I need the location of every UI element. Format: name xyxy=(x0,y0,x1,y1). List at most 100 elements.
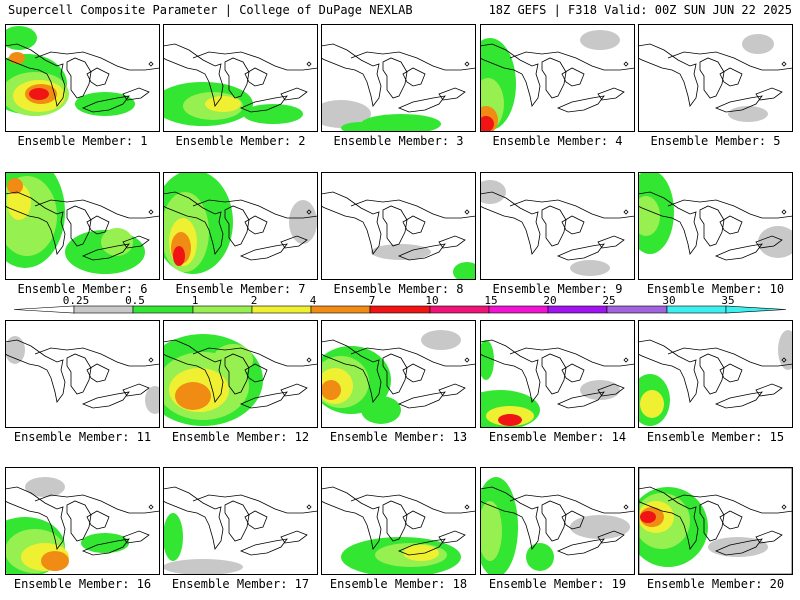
scp-contour-fill xyxy=(421,330,461,350)
colorbar-tick-label: 30 xyxy=(662,296,675,307)
scp-field xyxy=(371,244,476,280)
ensemble-member-label: Ensemble Member: 9 xyxy=(492,282,623,296)
map-plot xyxy=(321,24,476,132)
scp-contour-fill xyxy=(498,414,522,426)
panel-border xyxy=(163,320,318,428)
map-plot xyxy=(480,320,635,428)
scp-contour-fill xyxy=(7,178,23,194)
colorbar-tick-label: 20 xyxy=(543,296,556,307)
scp-field xyxy=(728,34,774,122)
panel-border xyxy=(163,24,318,132)
ensemble-member-label: Ensemble Member: 13 xyxy=(329,430,468,444)
scp-contour-fill xyxy=(742,34,774,54)
scp-contour-fill xyxy=(41,551,69,571)
map-plot xyxy=(638,24,793,132)
scp-contour-fill xyxy=(101,228,133,256)
panel-border xyxy=(480,172,635,280)
ensemble-member-map-3 xyxy=(321,24,476,132)
colorbar-low-end xyxy=(13,305,75,314)
scp-contour-fill xyxy=(205,96,241,112)
coastline xyxy=(321,339,476,409)
colorbar-segment xyxy=(606,305,668,314)
ensemble-member-map-16 xyxy=(5,467,160,575)
panel-border xyxy=(638,172,793,280)
scp-contour-fill xyxy=(25,477,65,497)
scp-field xyxy=(5,477,129,575)
map-plot xyxy=(321,320,476,428)
ensemble-member-label: Ensemble Member: 12 xyxy=(171,430,310,444)
coastline xyxy=(5,191,160,261)
ensemble-member-label: Ensemble Member: 2 xyxy=(175,134,306,148)
colorbar-segment xyxy=(547,305,608,314)
scp-contour-fill xyxy=(570,260,610,276)
scp-contour-fill xyxy=(145,386,160,414)
scp-contour-fill xyxy=(5,26,37,50)
map-plot xyxy=(5,320,160,428)
colorbar-tick-label: 10 xyxy=(425,296,438,307)
scp-contour-fill xyxy=(580,30,620,50)
coastline xyxy=(163,486,318,556)
scp-field xyxy=(163,82,303,126)
scp-contour-fill xyxy=(640,390,664,418)
colorbar-segment xyxy=(132,305,194,314)
coastline xyxy=(638,486,793,556)
scp-contour-fill xyxy=(570,515,630,539)
ensemble-member-map-7 xyxy=(163,172,318,280)
ensemble-member-label: Ensemble Member: 14 xyxy=(488,430,627,444)
colorbar-segment xyxy=(310,305,371,314)
scp-field xyxy=(480,30,620,132)
ensemble-member-map-8 xyxy=(321,172,476,280)
scp-contour-fill xyxy=(758,226,793,258)
ensemble-member-map-5 xyxy=(638,24,793,132)
panel-border xyxy=(321,24,476,132)
ensemble-member-map-9 xyxy=(480,172,635,280)
scp-field xyxy=(480,180,610,276)
ensemble-member-map-14 xyxy=(480,320,635,428)
ensemble-member-label: Ensemble Member: 8 xyxy=(333,282,464,296)
colorbar-segment xyxy=(251,305,312,314)
scp-field xyxy=(5,172,145,274)
coastline xyxy=(321,191,476,261)
ensemble-member-label: Ensemble Member: 3 xyxy=(333,134,464,148)
colorbar-tick-label: 4 xyxy=(310,296,317,307)
ensemble-member-label: Ensemble Member: 19 xyxy=(488,577,627,591)
scp-contour-fill xyxy=(341,122,381,132)
panel-border xyxy=(5,467,160,575)
panel-border xyxy=(480,467,635,575)
scp-contour-fill xyxy=(361,396,401,424)
scp-field xyxy=(480,477,630,575)
colorbar-segment xyxy=(666,305,727,314)
scp-contour-fill xyxy=(480,116,494,132)
ensemble-member-label: Ensemble Member: 20 xyxy=(646,577,785,591)
colorbar-segment xyxy=(73,305,134,314)
colorbar-tick-label: 1 xyxy=(192,296,199,307)
map-plot xyxy=(480,172,635,280)
coastline xyxy=(5,43,160,113)
panel-border xyxy=(638,24,793,132)
ensemble-member-map-17 xyxy=(163,467,318,575)
scp-field xyxy=(5,26,135,116)
scp-contour-fill xyxy=(321,380,341,400)
chart-title: Supercell Composite Parameter | College … xyxy=(8,3,413,17)
scp-contour-fill xyxy=(640,511,656,523)
colorbar-segment xyxy=(429,305,490,314)
ensemble-member-label: Ensemble Member: 16 xyxy=(13,577,152,591)
scp-contour-fill xyxy=(728,106,768,122)
ensemble-member-map-1 xyxy=(5,24,160,132)
coastline xyxy=(480,43,635,113)
map-plot xyxy=(480,24,635,132)
coastline xyxy=(321,43,476,113)
panel-border xyxy=(321,467,476,575)
ensemble-member-label: Ensemble Member: 10 xyxy=(646,282,785,296)
ensemble-member-label: Ensemble Member: 6 xyxy=(17,282,148,296)
map-plot xyxy=(480,467,635,575)
panel-border xyxy=(321,320,476,428)
coastline xyxy=(5,486,160,556)
colorbar-tick-label: 0.5 xyxy=(125,296,145,307)
ensemble-member-map-15 xyxy=(638,320,793,428)
ensemble-member-map-6 xyxy=(5,172,160,280)
coastline xyxy=(163,191,318,261)
scp-field xyxy=(638,487,768,567)
ensemble-member-map-4 xyxy=(480,24,635,132)
coastline xyxy=(321,486,476,556)
